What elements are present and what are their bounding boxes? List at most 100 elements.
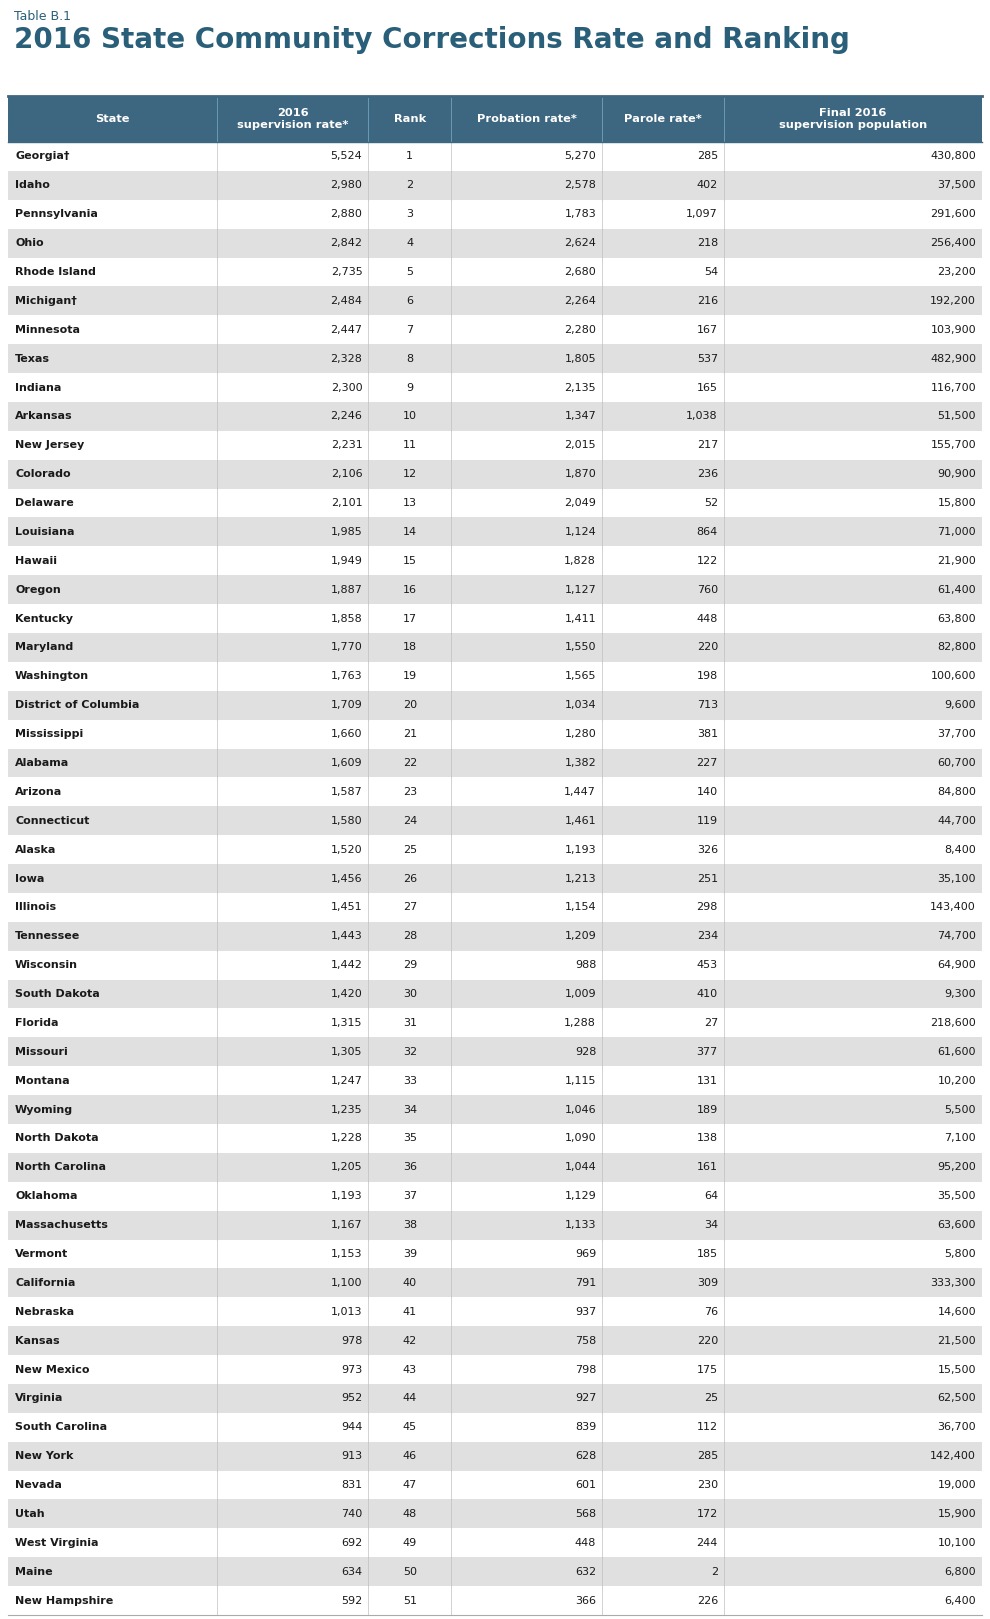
- Text: 1,565: 1,565: [564, 672, 596, 682]
- Text: 23: 23: [403, 787, 417, 797]
- Text: 31: 31: [403, 1018, 417, 1028]
- Bar: [8, 316, 982, 345]
- Text: 381: 381: [697, 729, 718, 740]
- Text: 1,315: 1,315: [331, 1018, 362, 1028]
- Text: 969: 969: [575, 1248, 596, 1260]
- Bar: [8, 979, 982, 1009]
- Text: 791: 791: [575, 1277, 596, 1287]
- Text: 1,044: 1,044: [564, 1162, 596, 1172]
- Text: California: California: [15, 1277, 75, 1287]
- Text: 5: 5: [406, 267, 413, 277]
- Text: 1,949: 1,949: [331, 555, 362, 565]
- Text: 172: 172: [697, 1509, 718, 1519]
- Text: 2016 State Community Corrections Rate and Ranking: 2016 State Community Corrections Rate an…: [14, 26, 849, 53]
- Bar: [8, 1153, 982, 1182]
- Bar: [8, 1094, 982, 1124]
- Text: 333,300: 333,300: [931, 1277, 976, 1287]
- Text: 49: 49: [403, 1538, 417, 1548]
- Text: 1,305: 1,305: [331, 1047, 362, 1057]
- Text: 448: 448: [697, 614, 718, 623]
- Text: 453: 453: [697, 960, 718, 970]
- Text: 60,700: 60,700: [938, 758, 976, 767]
- Text: 1,805: 1,805: [564, 353, 596, 364]
- Bar: [8, 287, 982, 316]
- Text: 23,200: 23,200: [938, 267, 976, 277]
- Text: 15: 15: [403, 555, 417, 565]
- Text: 692: 692: [342, 1538, 362, 1548]
- Bar: [8, 228, 982, 257]
- Text: 251: 251: [697, 874, 718, 884]
- Text: 25: 25: [704, 1394, 718, 1404]
- Text: 32: 32: [403, 1047, 417, 1057]
- Text: 21,900: 21,900: [938, 555, 976, 565]
- Text: 112: 112: [697, 1421, 718, 1433]
- Text: 167: 167: [697, 325, 718, 335]
- Text: Montana: Montana: [15, 1075, 69, 1086]
- Text: 1,247: 1,247: [331, 1075, 362, 1086]
- Text: 18: 18: [403, 643, 417, 652]
- Text: 27: 27: [704, 1018, 718, 1028]
- Text: 6: 6: [406, 296, 413, 306]
- Text: 2,101: 2,101: [331, 499, 362, 508]
- Text: 1,009: 1,009: [564, 989, 596, 999]
- Bar: [8, 546, 982, 575]
- Text: 1,167: 1,167: [331, 1221, 362, 1230]
- Bar: [8, 950, 982, 979]
- Text: 1,461: 1,461: [564, 816, 596, 826]
- Text: 4: 4: [406, 238, 414, 248]
- Text: 927: 927: [575, 1394, 596, 1404]
- Text: 43: 43: [403, 1365, 417, 1375]
- Text: 9,300: 9,300: [944, 989, 976, 999]
- Text: 84,800: 84,800: [938, 787, 976, 797]
- Text: 2,880: 2,880: [331, 209, 362, 219]
- Text: 48: 48: [403, 1509, 417, 1519]
- Text: 1,456: 1,456: [331, 874, 362, 884]
- Text: 1,038: 1,038: [686, 411, 718, 421]
- Bar: [8, 345, 982, 372]
- Text: Michigan†: Michigan†: [15, 296, 77, 306]
- Text: South Carolina: South Carolina: [15, 1421, 107, 1433]
- Text: 7: 7: [406, 325, 414, 335]
- Text: 430,800: 430,800: [931, 152, 976, 162]
- Text: North Carolina: North Carolina: [15, 1162, 106, 1172]
- Text: 1,129: 1,129: [564, 1192, 596, 1201]
- Text: 8: 8: [406, 353, 414, 364]
- Bar: [8, 402, 982, 431]
- Text: 51: 51: [403, 1596, 417, 1606]
- Text: District of Columbia: District of Columbia: [15, 699, 140, 711]
- Text: 6,800: 6,800: [944, 1567, 976, 1577]
- Text: 1,124: 1,124: [564, 526, 596, 538]
- Text: 192,200: 192,200: [931, 296, 976, 306]
- Text: 11: 11: [403, 440, 417, 450]
- Text: Illinois: Illinois: [15, 902, 56, 913]
- Bar: [8, 1587, 982, 1616]
- Bar: [8, 518, 982, 546]
- Text: Wyoming: Wyoming: [15, 1104, 73, 1114]
- Text: 63,600: 63,600: [938, 1221, 976, 1230]
- Text: 30: 30: [403, 989, 417, 999]
- Text: 1,443: 1,443: [331, 931, 362, 941]
- Bar: [8, 806, 982, 835]
- Text: 10,100: 10,100: [938, 1538, 976, 1548]
- Text: 913: 913: [342, 1451, 362, 1460]
- Text: 713: 713: [697, 699, 718, 711]
- Text: Arkansas: Arkansas: [15, 411, 72, 421]
- Text: Tennessee: Tennessee: [15, 931, 80, 941]
- Bar: [8, 460, 982, 489]
- Text: 1,660: 1,660: [331, 729, 362, 740]
- Bar: [8, 142, 982, 172]
- Text: 20: 20: [403, 699, 417, 711]
- Text: 2,842: 2,842: [331, 238, 362, 248]
- Text: Oklahoma: Oklahoma: [15, 1192, 77, 1201]
- Text: Arizona: Arizona: [15, 787, 62, 797]
- Bar: [8, 662, 982, 691]
- Text: 448: 448: [575, 1538, 596, 1548]
- Text: 17: 17: [403, 614, 417, 623]
- Text: 1,013: 1,013: [331, 1307, 362, 1316]
- Text: 34: 34: [403, 1104, 417, 1114]
- Bar: [8, 431, 982, 460]
- Text: 1,213: 1,213: [564, 874, 596, 884]
- Text: 22: 22: [403, 758, 417, 767]
- Text: 142,400: 142,400: [931, 1451, 976, 1460]
- Text: 5,800: 5,800: [944, 1248, 976, 1260]
